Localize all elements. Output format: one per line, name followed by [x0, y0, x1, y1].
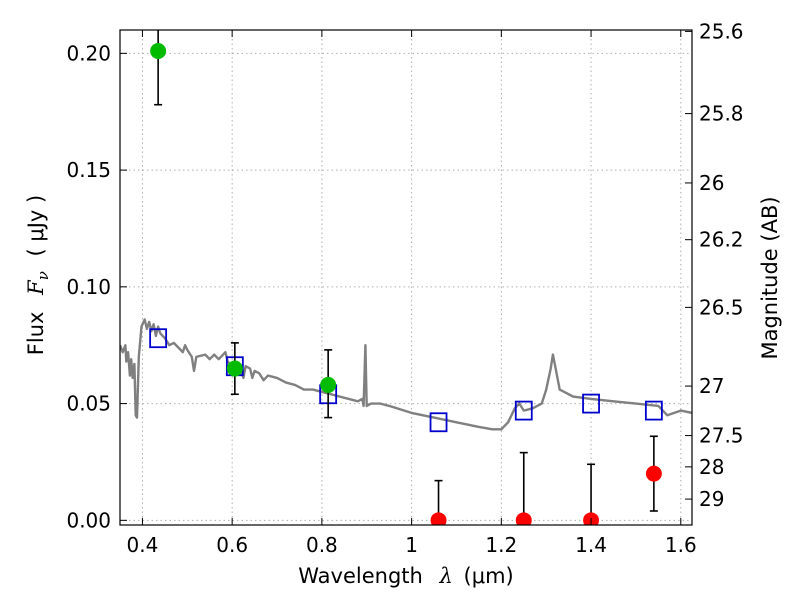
grid: [120, 30, 692, 525]
upper-limit-point: [515, 512, 532, 525]
x-tick-label: 1.2: [485, 533, 517, 557]
x-tick-label: 1.4: [575, 533, 607, 557]
x-tick-label: 0.8: [306, 533, 338, 557]
x-tick-label: 0.6: [216, 533, 248, 557]
x-axis-title-unit: (μm): [464, 564, 514, 588]
y2-axis-title: Magnitude (AB): [758, 196, 782, 359]
y-tick-label: 0.00: [66, 508, 111, 532]
model-spectrum: [120, 318, 692, 431]
y-tick-label: 0.15: [66, 158, 111, 182]
model-spectrum-line: [120, 318, 692, 431]
x-axis-title-prefix: Wavelength: [298, 564, 423, 588]
y-axis-title-subscript: ν: [34, 271, 52, 280]
model-photometry-square: [582, 393, 600, 414]
y2-tick-label: 28: [699, 455, 724, 479]
x-tick-label: 0.4: [127, 533, 159, 557]
detection-point: [150, 43, 167, 60]
y2-tick-label: 26.2: [699, 228, 744, 252]
detection-point: [320, 376, 337, 393]
x-axis-title: Wavelength λ (μm): [298, 564, 513, 588]
model-photometry-square: [429, 412, 448, 433]
axis-ticks: 0.4 0.6 0.8 1 1.2 1.4 1.6 0.00 0.05 0.10 0.15 0.20 2…: [66, 19, 743, 557]
model-photometry-square: [644, 400, 663, 421]
model-photometry-square: [149, 328, 168, 349]
y2-tick-label: 27: [699, 374, 724, 398]
upper-limit-point: [645, 465, 662, 482]
x-axis-title-symbol: λ: [439, 564, 453, 588]
y2-tick-label: 25.8: [699, 102, 744, 126]
y-axis-title-unit: ( μJy ): [24, 195, 48, 257]
plot-frame: [119, 29, 693, 526]
upper-limit-point: [430, 512, 447, 525]
y-tick-label: 0.20: [66, 41, 111, 65]
y2-tick-label: 26: [699, 171, 724, 195]
y-tick-label: 0.05: [66, 392, 111, 416]
model-photometry-square: [514, 400, 533, 421]
y2-tick-label: 27.5: [699, 424, 744, 448]
y2-tick-label: 26.5: [699, 295, 744, 319]
y-axis-title-prefix: Flux: [24, 312, 48, 356]
y-axis-title-symbol: F: [24, 279, 48, 296]
x-tick-label: 1.6: [665, 533, 697, 557]
x-tick-label: 1: [405, 533, 418, 557]
y-axis-title: Flux Fν ( μJy ): [24, 195, 53, 355]
y2-tick-label: 29: [699, 487, 724, 511]
y-tick-label: 0.10: [66, 275, 111, 299]
y2-tick-label: 25.6: [699, 19, 744, 43]
detection-point: [226, 360, 243, 377]
data-points: [149, 30, 663, 525]
